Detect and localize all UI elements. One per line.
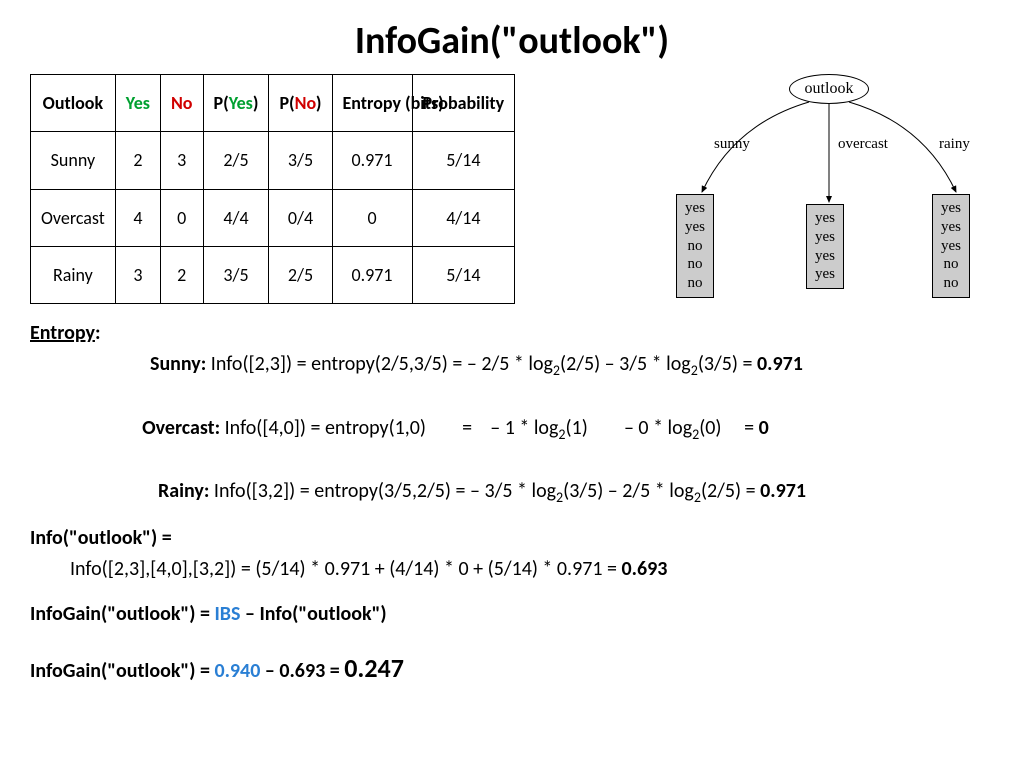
overcast-label: Overcast: xyxy=(142,416,220,440)
entropy-rainy-line: Rainy: Info([3,2]) = entropy(3/5,2/5) = … xyxy=(30,476,994,509)
entropy-overcast-line: Overcast: Info([4,0]) = entropy(1,0) = –… xyxy=(30,382,994,477)
ig-ibs: IBS xyxy=(214,602,240,626)
info-line1: Info("outlook") = xyxy=(30,523,994,554)
rainy-label: Rainy: xyxy=(158,479,209,503)
cell-prob: 4/14 xyxy=(412,189,515,246)
cell-outlook: Sunny xyxy=(31,132,116,189)
infogain-formula-line: InfoGain("outlook") = IBS – Info("outloo… xyxy=(30,599,994,630)
page-title: InfoGain("outlook") xyxy=(0,0,1024,74)
overcast-b: (1) – 0 * log xyxy=(566,416,693,440)
overcast-a: Info([4,0]) = entropy(1,0) = – 1 * log xyxy=(220,416,558,440)
th-yes-text: Yes xyxy=(126,92,150,114)
ig3b: – Info("outlook") xyxy=(240,602,386,626)
th-no-text: No xyxy=(171,92,193,114)
cell-no: 0 xyxy=(160,189,203,246)
th-pno: P(No) xyxy=(269,75,332,132)
rainy-a: Info([3,2]) = entropy(3/5,2/5) = – 3/5 *… xyxy=(209,479,556,503)
cell-yes: 4 xyxy=(115,189,160,246)
cell-prob: 5/14 xyxy=(412,132,515,189)
cell-pno: 0/4 xyxy=(269,189,332,246)
pyes-post: ) xyxy=(253,92,259,114)
rainy-res: 0.971 xyxy=(760,479,806,503)
th-pyes: P(Yes) xyxy=(203,75,269,132)
table-row: Overcast404/40/404/14 xyxy=(31,189,515,246)
ig4b: – 0.693 = xyxy=(260,659,344,683)
branch-label-rainy: rainy xyxy=(939,136,970,153)
leaf-overcast: yesyesyesyes xyxy=(806,204,844,289)
cell-pyes: 3/5 xyxy=(203,246,269,303)
ig3a: InfoGain("outlook") = xyxy=(30,602,214,626)
cell-outlook: Overcast xyxy=(31,189,116,246)
ig-result: 0.247 xyxy=(344,652,404,684)
cell-pno: 2/5 xyxy=(269,246,332,303)
info-section: Info("outlook") = Info([2,3],[4,0],[3,2]… xyxy=(0,509,1024,688)
th-prob: Probability xyxy=(412,75,515,132)
cell-entropy: 0 xyxy=(332,189,412,246)
cell-pyes: 2/5 xyxy=(203,132,269,189)
sunny-c: (3/5) = xyxy=(698,352,757,376)
leaf-rainy: yesyesyesnono xyxy=(932,194,970,298)
branch-label-sunny: sunny xyxy=(714,136,750,153)
th-no: No xyxy=(160,75,203,132)
cell-no: 3 xyxy=(160,132,203,189)
top-row: Outlook Yes No P(Yes) P(No) Entropy (bit… xyxy=(0,74,1024,304)
cell-pyes: 4/4 xyxy=(203,189,269,246)
sunny-label: Sunny: xyxy=(150,352,206,376)
sub1: 2 xyxy=(553,362,560,379)
entropy-section: Entropy: Sunny: Info([2,3]) = entropy(2/… xyxy=(0,304,1024,509)
tree-root-node: outlook xyxy=(789,74,869,104)
rainy-b: (3/5) – 2/5 * log xyxy=(563,479,694,503)
pno-pre: P( xyxy=(279,92,294,114)
cell-yes: 2 xyxy=(115,132,160,189)
rainy-c: (2/5) = xyxy=(701,479,760,503)
pno-mid: No xyxy=(295,92,316,114)
infogain-result-line: InfoGain("outlook") = 0.940 – 0.693 = 0.… xyxy=(30,648,994,688)
th-yes: Yes xyxy=(115,75,160,132)
overcast-c: (0) = xyxy=(699,416,758,440)
tree-diagram: outlook sunny overcast rainy yesyesnonon… xyxy=(654,74,994,304)
ig4a: InfoGain("outlook") = xyxy=(30,659,214,683)
cell-prob: 5/14 xyxy=(412,246,515,303)
cell-entropy: 0.971 xyxy=(332,132,412,189)
entropy-sunny-line: Sunny: Info([2,3]) = entropy(2/5,3/5) = … xyxy=(30,349,994,382)
cell-yes: 3 xyxy=(115,246,160,303)
info-line2-eq: Info([2,3],[4,0],[3,2]) = (5/14) * 0.971… xyxy=(70,557,622,581)
table-row: Rainy323/52/50.9715/14 xyxy=(31,246,515,303)
sub3: 2 xyxy=(558,426,565,443)
sunny-b: (2/5) – 3/5 * log xyxy=(560,352,691,376)
info-line2: Info([2,3],[4,0],[3,2]) = (5/14) * 0.971… xyxy=(30,554,994,585)
pno-post: ) xyxy=(316,92,322,114)
info-line2-res: 0.693 xyxy=(622,557,668,581)
entropy-heading: Entropy xyxy=(30,321,95,345)
table-row: Sunny232/53/50.9715/14 xyxy=(31,132,515,189)
pyes-mid: Yes xyxy=(229,92,253,114)
cell-entropy: 0.971 xyxy=(332,246,412,303)
sunny-a: Info([2,3]) = entropy(2/5,3/5) = – 2/5 *… xyxy=(206,352,553,376)
pyes-pre: P( xyxy=(214,92,229,114)
ig4-ibs: 0.940 xyxy=(214,659,260,683)
sub2: 2 xyxy=(691,362,698,379)
cell-pno: 3/5 xyxy=(269,132,332,189)
leaf-sunny: yesyesnonono xyxy=(676,194,714,298)
cell-outlook: Rainy xyxy=(31,246,116,303)
cell-no: 2 xyxy=(160,246,203,303)
th-entropy: Entropy (bits) xyxy=(332,75,412,132)
overcast-res: 0 xyxy=(759,416,769,440)
th-outlook: Outlook xyxy=(31,75,116,132)
sub6: 2 xyxy=(694,489,701,506)
table-header-row: Outlook Yes No P(Yes) P(No) Entropy (bit… xyxy=(31,75,515,132)
sunny-res: 0.971 xyxy=(757,352,803,376)
outlook-table: Outlook Yes No P(Yes) P(No) Entropy (bit… xyxy=(30,74,515,304)
branch-label-overcast: overcast xyxy=(838,136,888,153)
